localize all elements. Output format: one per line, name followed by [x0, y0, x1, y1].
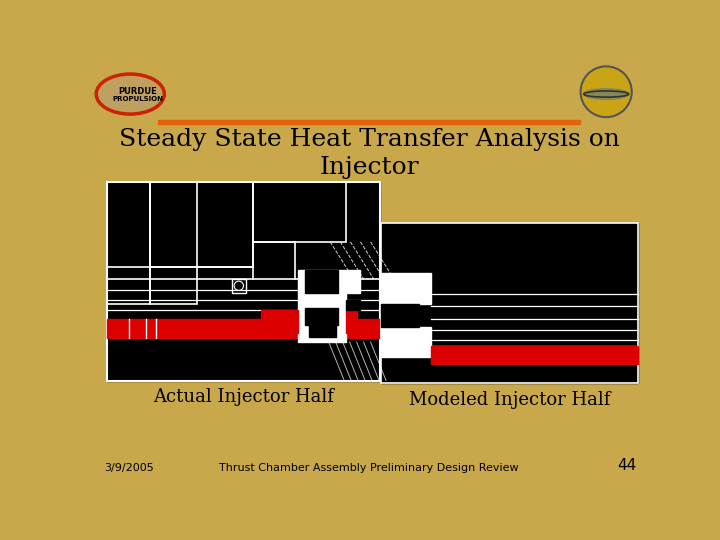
Bar — [150, 182, 197, 303]
Bar — [253, 182, 346, 242]
Bar — [261, 309, 297, 333]
Text: Modeled Injector Half: Modeled Injector Half — [408, 390, 610, 408]
Ellipse shape — [96, 74, 164, 114]
Bar — [309, 315, 336, 336]
Circle shape — [580, 66, 631, 117]
Text: 44: 44 — [617, 458, 636, 473]
Bar — [346, 269, 360, 293]
Ellipse shape — [584, 89, 629, 99]
Bar — [232, 279, 246, 293]
Text: PURDUE: PURDUE — [119, 87, 158, 96]
Bar — [381, 327, 431, 357]
Bar — [381, 303, 419, 327]
Bar — [297, 269, 346, 325]
Bar — [297, 309, 346, 342]
Text: Actual Injector Half: Actual Injector Half — [153, 388, 334, 406]
Bar — [107, 182, 380, 381]
Bar — [346, 309, 357, 333]
Bar — [381, 273, 431, 303]
Bar — [381, 222, 638, 383]
Bar — [107, 182, 380, 381]
Text: Thrust Chamber Assembly Preliminary Design Review: Thrust Chamber Assembly Preliminary Desi… — [219, 463, 519, 473]
Text: PROPULSION: PROPULSION — [112, 96, 163, 102]
Bar — [107, 182, 150, 303]
Text: 3/9/2005: 3/9/2005 — [104, 463, 153, 473]
Bar — [107, 319, 380, 338]
Bar — [381, 222, 638, 383]
Bar — [305, 269, 338, 293]
Bar — [431, 346, 638, 363]
Bar — [305, 308, 338, 325]
Bar — [346, 300, 360, 309]
Bar — [150, 182, 253, 267]
Text: Steady State Heat Transfer Analysis on
Injector: Steady State Heat Transfer Analysis on I… — [119, 128, 619, 179]
Bar — [158, 120, 580, 124]
